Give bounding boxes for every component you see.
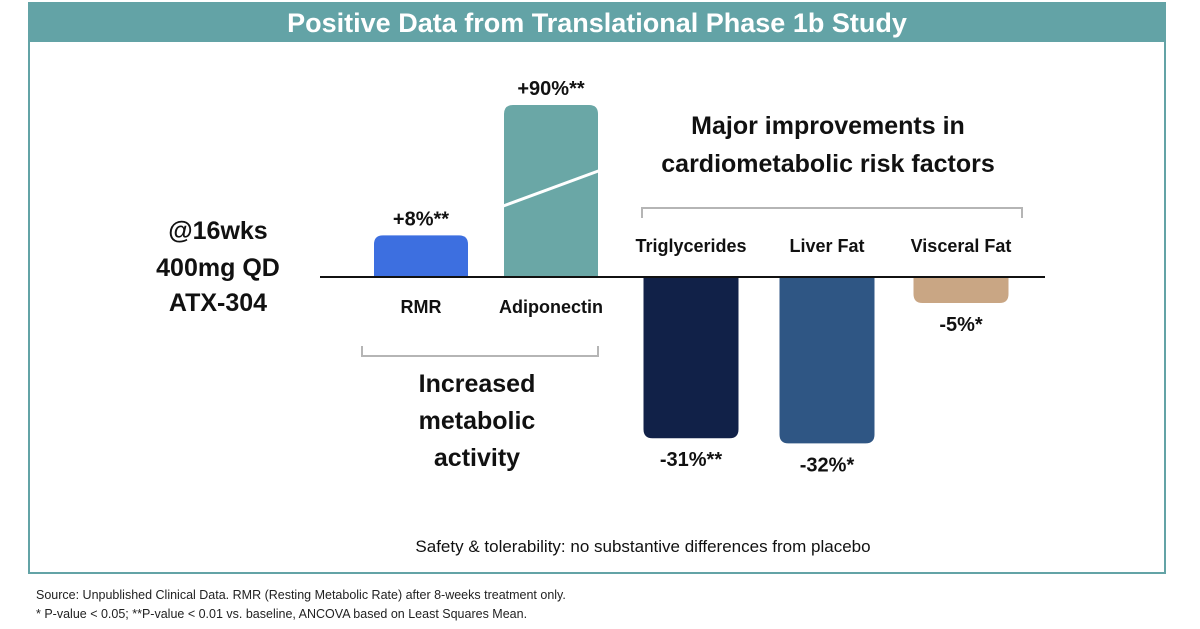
- category-label-visceral-fat: Visceral Fat: [911, 236, 1012, 256]
- value-label-liver-fat: -32%*: [800, 454, 855, 476]
- axis-break-adiponectin: [501, 168, 601, 208]
- bar-triglycerides: [643, 277, 739, 439]
- group-label-metabolic-line-2: metabolic: [419, 407, 536, 435]
- safety-note: Safety & tolerability: no substantive di…: [415, 537, 870, 556]
- bar-visceral-fat: [913, 277, 1009, 303]
- group-label-cardio-line-2: cardiometabolic risk factors: [661, 150, 994, 178]
- bar-rmr: [374, 235, 468, 277]
- value-label-triglycerides: -31%**: [660, 449, 722, 471]
- value-label-adiponectin: +90%**: [517, 78, 584, 100]
- side-label-line-3: ATX-304: [169, 289, 267, 317]
- category-label-adiponectin: Adiponectin: [499, 297, 603, 317]
- category-label-triglycerides: Triglycerides: [635, 236, 746, 256]
- bars-layer: +8%** RMR +90%** Adiponectin -31%** Triglycer…: [374, 78, 1011, 476]
- category-label-liver-fat: Liver Fat: [789, 236, 864, 256]
- group-label-metabolic-line-3: activity: [434, 444, 520, 472]
- value-label-rmr: +8%**: [393, 208, 449, 230]
- group-label-metabolic-line-1: Increased: [419, 370, 536, 398]
- group-label-cardio-line-1: Major improvements in: [691, 112, 965, 140]
- bar-liver-fat: [779, 277, 875, 444]
- value-label-visceral-fat: -5%*: [939, 314, 983, 336]
- group-bracket-cardiometabolic: [641, 207, 1023, 218]
- chart-title: Positive Data from Translational Phase 1…: [30, 4, 1164, 42]
- footnote-pvalue: * P-value < 0.05; **P-value < 0.01 vs. b…: [36, 607, 528, 621]
- side-label-line-2: 400mg QD: [156, 254, 280, 282]
- bar-adiponectin: [504, 105, 598, 277]
- footnote-source: Source: Unpublished Clinical Data. RMR (…: [36, 588, 566, 602]
- category-label-rmr: RMR: [401, 297, 442, 317]
- side-label-line-1: @16wks: [168, 217, 267, 245]
- group-bracket-metabolic: [361, 346, 599, 357]
